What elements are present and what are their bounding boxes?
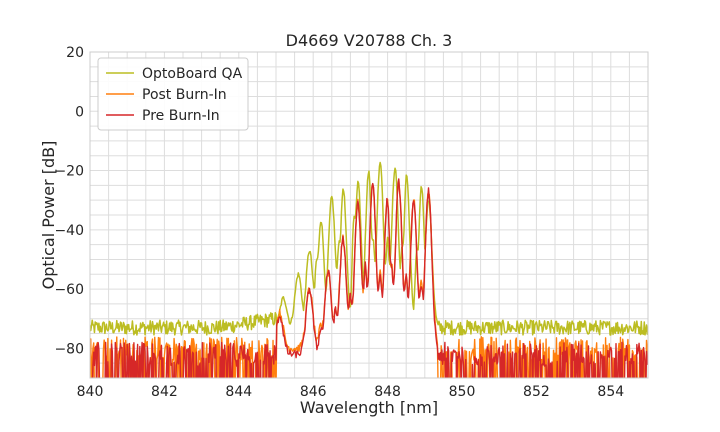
- series-layer: [90, 161, 648, 378]
- series-line-2: [91, 178, 648, 378]
- legend-box: [97, 57, 249, 131]
- y-tick-label: −40: [54, 223, 84, 239]
- chart-title: D4669 V20788 Ch. 3: [286, 31, 453, 50]
- y-tick-labels: 20 0 −20 −40 −60 −80: [54, 45, 84, 357]
- y-tick-label: −80: [54, 341, 84, 357]
- x-tick-label: 854: [597, 384, 624, 400]
- y-tick-label: 0: [75, 104, 84, 120]
- series-line-0: [90, 161, 648, 336]
- legend-label: Pre Burn-In: [142, 108, 220, 124]
- y-axis-label: Optical Power [dB]: [39, 141, 58, 290]
- x-tick-label: 850: [449, 384, 476, 400]
- legend-label: OptoBoard QA: [142, 66, 243, 82]
- legend: OptoBoard QA Post Burn-In Pre Burn-In: [97, 57, 249, 131]
- legend-label: Post Burn-In: [142, 87, 227, 103]
- x-tick-label: 840: [77, 384, 104, 400]
- x-axis-label: Wavelength [nm]: [300, 398, 438, 417]
- x-tick-label: 848: [374, 384, 401, 400]
- x-tick-label: 844: [225, 384, 252, 400]
- plot-frame: [89, 51, 649, 379]
- y-tick-label: −20: [54, 164, 84, 180]
- x-tick-label: 842: [151, 384, 178, 400]
- y-tick-label: 20: [66, 45, 84, 61]
- x-tick-label: 846: [300, 384, 327, 400]
- x-tick-label: 852: [523, 384, 550, 400]
- y-tick-label: −60: [54, 282, 84, 298]
- x-tick-labels: 840 842 844 846 848 850 852 854: [77, 384, 625, 400]
